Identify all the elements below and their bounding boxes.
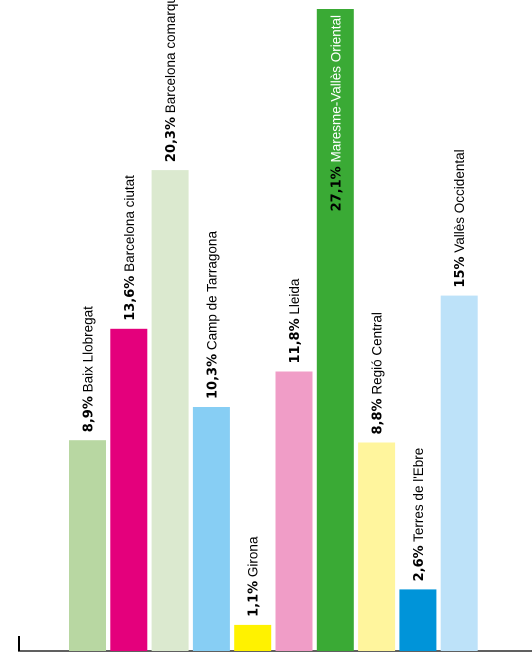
- value-label: 20,3%: [164, 117, 179, 162]
- bar-label-girona: 1,1% Girona: [246, 536, 262, 617]
- category-label: Vallès Occidental: [452, 149, 467, 252]
- bar-baix-llobregat: [69, 440, 106, 651]
- category-label: Girona: [246, 536, 261, 577]
- value-label: 8,9%: [82, 396, 97, 432]
- category-label: Regió Central: [370, 312, 385, 395]
- bar-maresme-valles-oriental: [316, 9, 354, 651]
- value-label: 11,8%: [288, 318, 303, 363]
- category-label: Barcelona comarques: [163, 0, 178, 113]
- value-label: 27,1%: [329, 166, 344, 211]
- bar-barcelona-comarques: [151, 170, 189, 651]
- value-label: 1,1%: [247, 581, 262, 617]
- bar-label-barcelona-ciutat: 13,6% Barcelona ciutat: [122, 175, 138, 321]
- bar-label-maresme-valles-oriental: 27,1% Maresme-Vallès Oriental: [328, 15, 344, 211]
- value-label: 13,6%: [123, 276, 138, 321]
- value-label: 8,8%: [371, 398, 386, 434]
- bar-label-regio-central: 8,8% Regió Central: [370, 312, 386, 434]
- bar-label-barcelona-comarques: 20,3% Barcelona comarques: [163, 0, 179, 162]
- category-label: Baix Llobregat: [81, 306, 96, 393]
- bar-girona: [234, 624, 272, 651]
- bar-label-valles-occidental: 15% Vallès Occidental: [452, 149, 468, 287]
- bar-terres-de-l-ebre: [399, 589, 437, 651]
- category-label: Camp de Tarragona: [204, 231, 219, 351]
- value-label: 10,3%: [205, 354, 220, 399]
- bar-label-baix-llobregat: 8,9% Baix Llobregat: [81, 306, 97, 432]
- value-label: 15%: [453, 256, 468, 287]
- value-label: 2,6%: [412, 545, 427, 581]
- bar-label-camp-de-tarragona: 10,3% Camp de Tarragona: [204, 231, 220, 399]
- bar-regio-central: [358, 442, 396, 651]
- bar-barcelona-ciutat: [110, 328, 148, 651]
- bar-camp-de-tarragona: [192, 407, 230, 651]
- bar-valles-occidental: [440, 295, 478, 651]
- category-label: Lleida: [287, 278, 302, 315]
- category-label: Barcelona ciutat: [122, 175, 137, 272]
- bar-label-lleida: 11,8% Lleida: [287, 278, 303, 363]
- category-label: Maresme-Vallès Oriental: [328, 15, 343, 163]
- category-label: Terres de l'Ebre: [411, 448, 426, 542]
- bar-label-terres-de-l-ebre: 2,6% Terres de l'Ebre: [411, 448, 427, 582]
- bar-lleida: [275, 371, 313, 651]
